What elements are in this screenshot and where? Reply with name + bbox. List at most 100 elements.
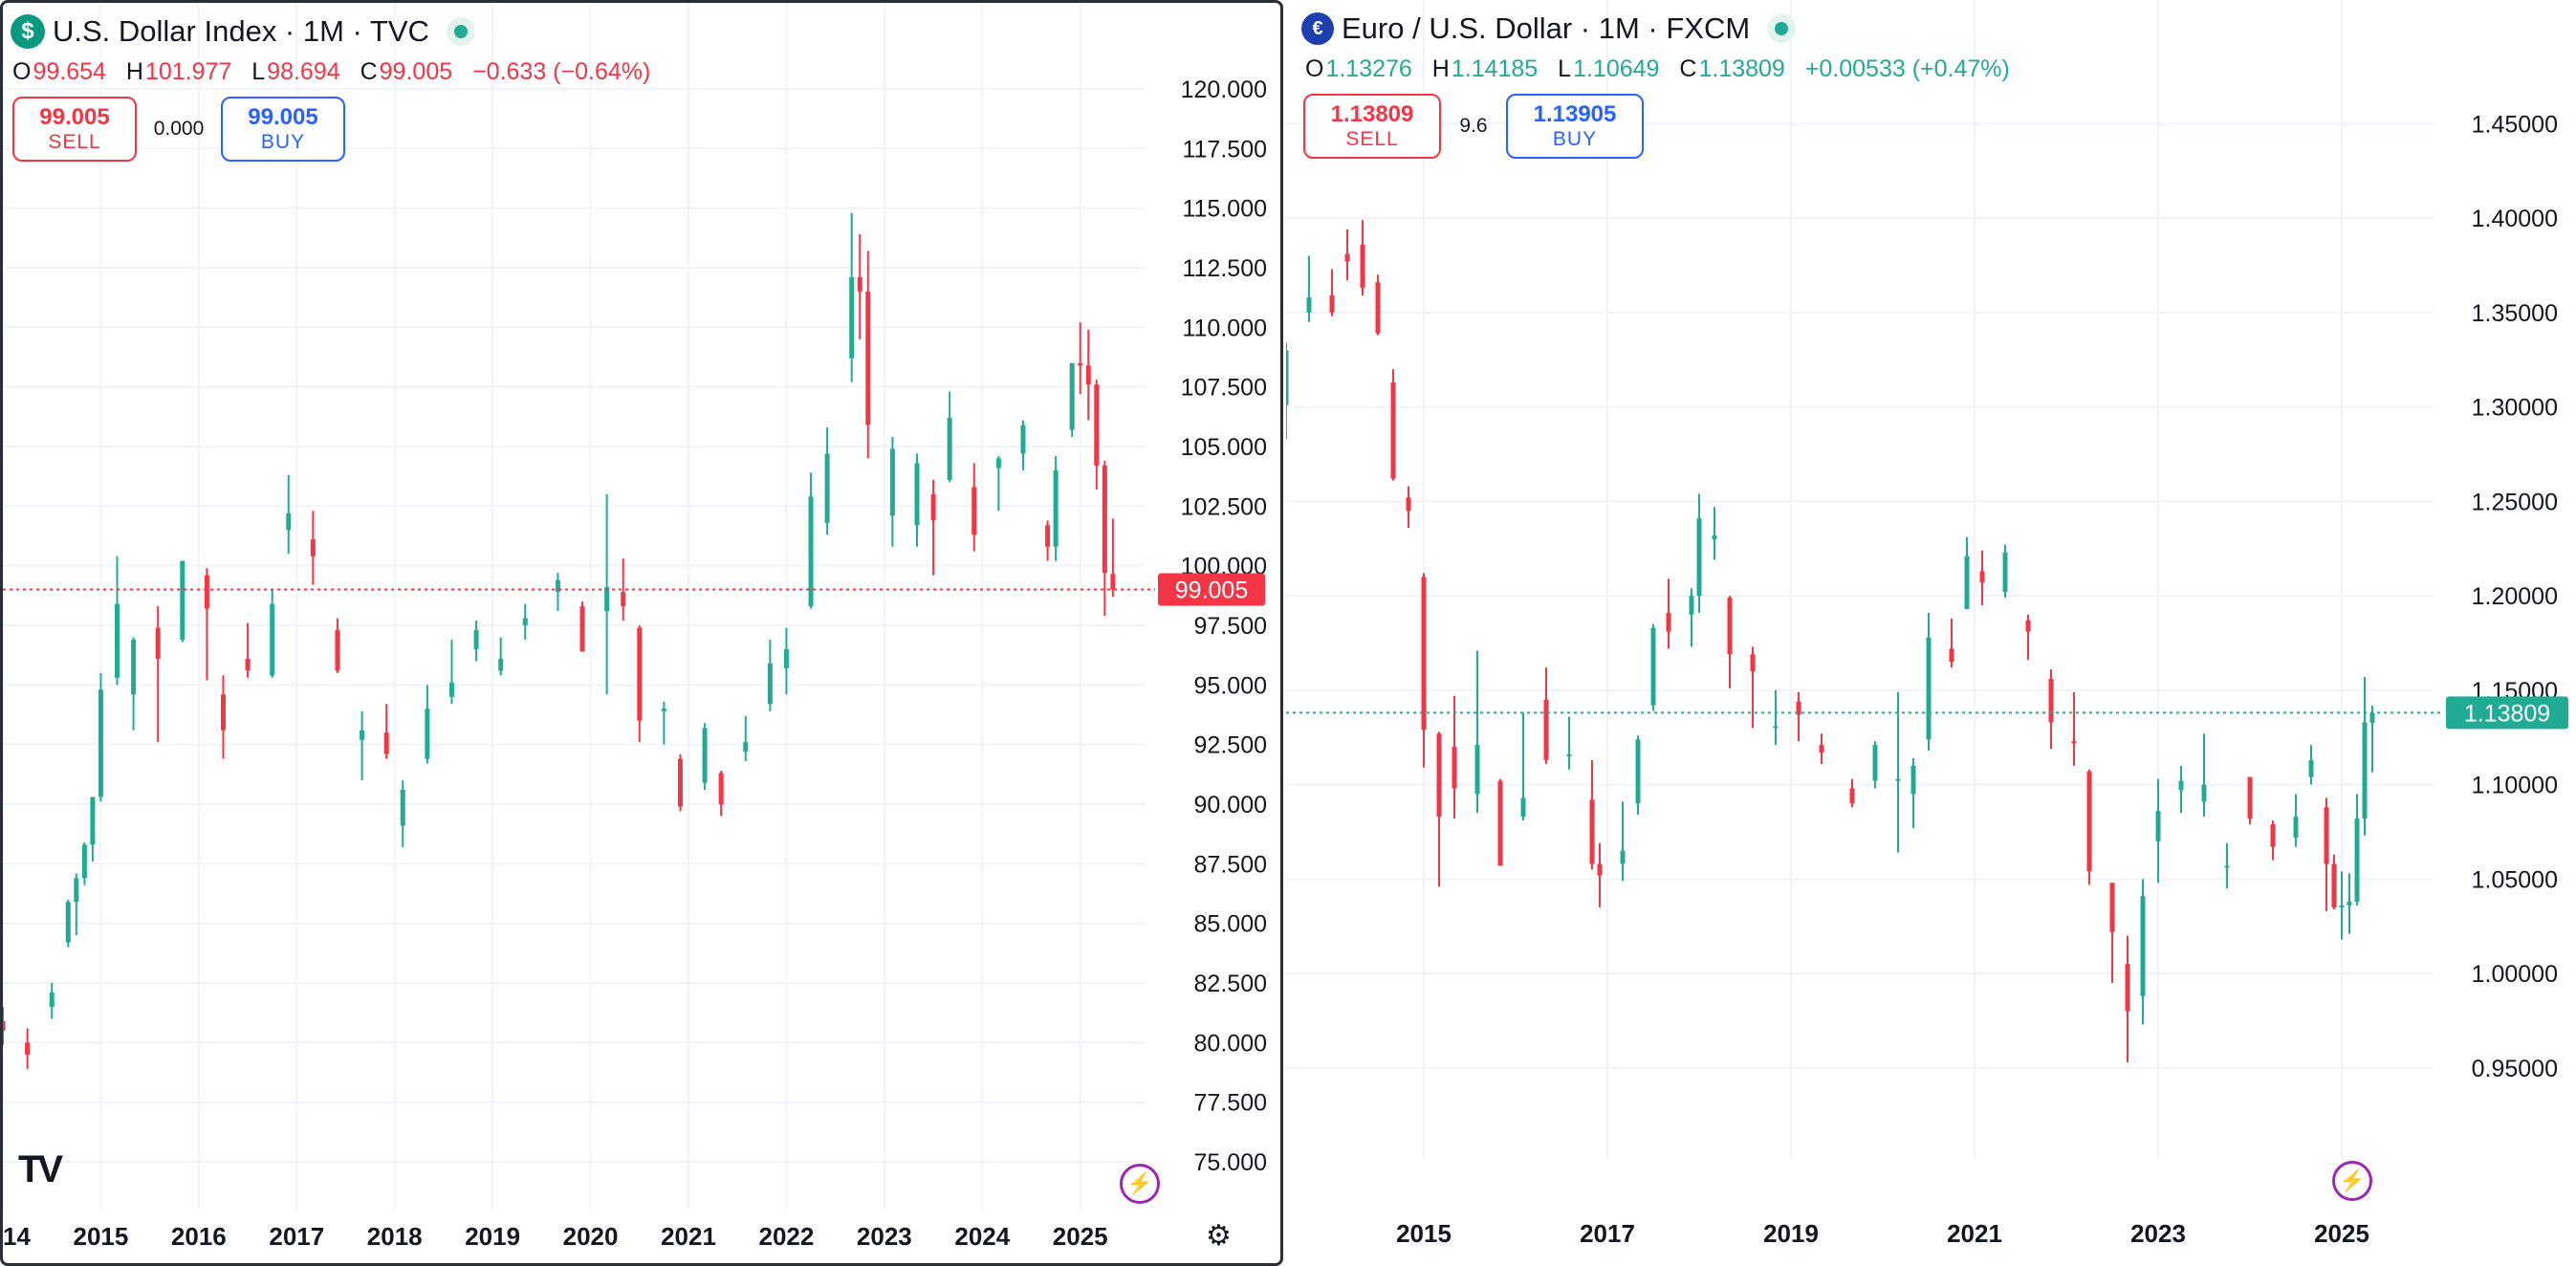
eurusd-candle-body <box>1872 745 1878 781</box>
dxy-candle-body <box>115 603 120 678</box>
eurusd-candle-body <box>1689 596 1694 615</box>
dxy-candle-body <box>783 648 789 668</box>
dxy-candle-body <box>857 276 862 292</box>
dxy-symbol-title[interactable]: U.S. Dollar Index · 1M · TVC <box>53 14 429 48</box>
eurusd-candle-body <box>1597 863 1603 876</box>
eurusd-candle-body <box>1390 382 1396 479</box>
eurusd-chart-pane[interactable]: 0.95000 1.00000 1.05000 1.10000 1.15000 1.200… <box>1286 0 2576 1266</box>
dxy-change-value: −0.633 (−0.64%) <box>472 58 651 85</box>
dxy-candle-body <box>621 592 626 607</box>
open-key: O <box>12 58 32 85</box>
close-key: C <box>1679 55 1697 82</box>
dxy-x-tick-label: 2024 <box>954 1222 1010 1251</box>
eurusd-spread: 9.6 <box>1459 115 1488 137</box>
eurusd-candle-body <box>1773 726 1779 729</box>
eurusd-candle-body <box>2155 811 2161 841</box>
eurusd-candle-body <box>1497 780 1503 866</box>
dxy-candle-body <box>808 496 814 607</box>
eurusd-candle-body <box>2324 807 2329 864</box>
dxy-y-tick-label: 75.000 <box>1194 1149 1267 1176</box>
eurusd-x-tick-label: 2017 <box>1580 1219 1635 1248</box>
eurusd-candle-body <box>1964 556 1970 609</box>
dxy-candle-body <box>286 513 292 531</box>
eurusd-x-tick-label: 2021 <box>1947 1219 2002 1248</box>
dxy-close-value: 99.005 <box>379 58 453 85</box>
eurusd-symbol-title[interactable]: Euro / U.S. Dollar · 1M · FXCM <box>1342 11 1751 45</box>
dxy-candle-body <box>661 709 666 711</box>
dxy-candle-body <box>180 560 186 640</box>
tradingview-logo[interactable]: TV <box>18 1148 63 1190</box>
eurusd-lightning-icon[interactable]: ⚡ <box>2332 1161 2372 1201</box>
dxy-candle-body <box>473 629 479 649</box>
dxy-y-tick-label: 95.000 <box>1194 672 1267 699</box>
dxy-x-tick-label: 2020 <box>563 1222 619 1251</box>
market-open-status-icon[interactable] <box>1767 14 1797 43</box>
dxy-y-tick-label: 82.500 <box>1194 971 1267 997</box>
eurusd-candle-body <box>1406 497 1411 512</box>
eurusd-x-tick-label: 2015 <box>1396 1219 1452 1248</box>
dxy-y-tick-label: 102.500 <box>1181 493 1267 520</box>
eurusd-candle-body <box>1286 350 1289 405</box>
eurusd-x-tick-label: 2019 <box>1763 1219 1819 1248</box>
eurusd-candle-body <box>2086 771 2092 872</box>
eurusd-candle-body <box>1635 739 1641 804</box>
low-key: L <box>251 58 266 85</box>
eurusd-candle-body <box>1926 637 1932 740</box>
dxy-candle-body <box>702 728 708 783</box>
eurusd-candle-body <box>2025 620 2031 632</box>
eurusd-chart-canvas[interactable]: 0.950001.000001.050001.100001.150001.200… <box>1286 0 2576 1266</box>
eurusd-candle-body <box>1750 654 1756 672</box>
dxy-candle-body <box>90 797 96 845</box>
eurusd-candle-body <box>2347 902 2352 906</box>
eurusd-candle-body <box>1712 535 1717 539</box>
settings-gear-icon[interactable]: ⚙ <box>1206 1220 1232 1252</box>
dxy-candle-body <box>995 458 1001 469</box>
eurusd-candle-body <box>1650 627 1656 706</box>
eurusd-last-price-tag <box>2446 696 2568 730</box>
dxy-lightning-icon[interactable]: ⚡ <box>1120 1164 1160 1204</box>
eurusd-candle-body <box>1796 701 1801 715</box>
eurusd-candle-body <box>1436 733 1442 818</box>
eurusd-trade-panel: 1.13809 SELL 9.6 1.13905 BUY <box>1303 94 1644 159</box>
eurusd-sell-button[interactable]: 1.13809 SELL <box>1303 94 1441 159</box>
eurusd-buy-price: 1.13905 <box>1533 101 1617 128</box>
eurusd-candle-body <box>1979 571 1985 583</box>
dxy-candle-body <box>579 606 585 652</box>
dxy-y-tick-label: 110.000 <box>1182 315 1267 341</box>
eurusd-candle-body <box>2071 741 2077 744</box>
dxy-candle-body <box>1053 469 1059 547</box>
dxy-buy-button[interactable]: 99.005 BUY <box>221 97 345 162</box>
eurusd-candle-body <box>1949 648 1954 663</box>
eurusd-candle-body <box>1344 253 1350 262</box>
dxy-chart-pane[interactable]: 75.000 77.500 80.000 82.500 85.000 87.500 90.0… <box>0 0 1283 1266</box>
eurusd-y-tick-label: 1.30000 <box>2472 395 2558 422</box>
eurusd-y-tick-label: 1.05000 <box>2472 866 2558 893</box>
eurusd-ohlc-legend: O1.13276 H1.14185 L1.10649 C1.13809 +0.0… <box>1305 55 2023 83</box>
eurusd-candle-body <box>1849 788 1855 804</box>
euro-flag-icon: € <box>1301 12 1334 45</box>
dxy-candle-body <box>1078 362 1083 366</box>
dollar-icon: $ <box>11 14 45 49</box>
dxy-y-tick-label: 80.000 <box>1194 1030 1267 1057</box>
dxy-x-tick-label: 2023 <box>857 1222 912 1251</box>
dxy-y-tick-label: 112.500 <box>1182 255 1267 282</box>
dxy-candle-body <box>49 993 55 1007</box>
low-key: L <box>1558 55 1572 82</box>
dxy-sell-button[interactable]: 99.005 SELL <box>12 97 137 162</box>
eurusd-sell-label: SELL <box>1345 127 1399 150</box>
market-open-status-icon[interactable] <box>446 17 475 46</box>
dxy-candle-body <box>383 732 389 754</box>
dxy-candle-body <box>1102 465 1107 574</box>
dxy-candle-body <box>245 658 251 671</box>
eurusd-y-tick-label: 1.20000 <box>2472 583 2558 610</box>
eurusd-candle-body <box>2270 824 2276 847</box>
dxy-chart-canvas[interactable]: 75.000 77.500 80.000 82.500 85.000 87.500 90.0… <box>3 3 1280 1263</box>
dxy-y-tick-label: 97.500 <box>1194 613 1267 640</box>
dxy-y-tick-label: 117.500 <box>1182 136 1267 163</box>
dxy-candle-body <box>1110 574 1116 590</box>
dxy-y-tick-label: 87.500 <box>1194 851 1267 878</box>
eurusd-high-value: 1.14185 <box>1451 55 1539 82</box>
eurusd-buy-button[interactable]: 1.13905 BUY <box>1506 94 1644 159</box>
dxy-candle-body <box>889 448 895 516</box>
dxy-sell-price: 99.005 <box>39 104 110 131</box>
